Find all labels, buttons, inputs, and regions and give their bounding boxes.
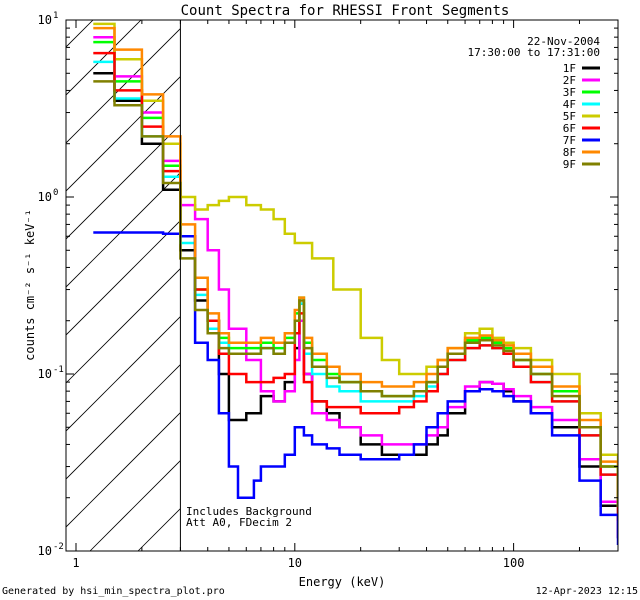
hatch-line <box>66 172 181 288</box>
footer-generated-by: Generated by hsi_min_spectra_plot.pro <box>2 586 225 597</box>
x-tick-label: 100 <box>503 556 525 570</box>
hatch-line <box>89 460 181 551</box>
date-label: 22-Nov-2004 <box>527 35 600 48</box>
hatch-line <box>66 268 181 384</box>
hatched-region <box>66 20 181 551</box>
hatch-line <box>66 124 181 240</box>
x-tick-label: 1 <box>72 556 79 570</box>
y-tick-label: 10 <box>38 544 52 558</box>
legend-label-2f: 2F <box>563 74 576 87</box>
series-line-2f <box>93 35 618 539</box>
y-tick-label: 10 <box>38 13 52 27</box>
y-tick-exponent: 0 <box>53 188 58 198</box>
x-tick-label: 10 <box>288 556 302 570</box>
x-axis-label: Energy (keV) <box>299 575 386 589</box>
hatch-line <box>66 28 181 144</box>
x-axis: 1 10 100 <box>72 20 619 570</box>
y-tick-exponent: -1 <box>53 365 64 375</box>
annotation-attenuator: Att A0, FDecim 2 <box>186 516 292 529</box>
time-range-label: 17:30:00 to 17:31:00 <box>468 46 600 59</box>
legend-label-5f: 5F <box>563 110 576 123</box>
plot-frame <box>65 19 619 552</box>
series-line-3f <box>93 40 618 508</box>
legend-label-6f: 6F <box>563 122 576 135</box>
series-line-6f <box>93 51 618 522</box>
series-line-9f <box>93 80 618 508</box>
hatch-line <box>66 412 181 528</box>
y-tick-label: 10 <box>38 367 52 381</box>
legend-label-8f: 8F <box>563 146 576 159</box>
series-line-8f <box>93 26 618 499</box>
y-axis-label: counts cm⁻² s⁻¹ keV⁻¹ <box>23 209 37 361</box>
hatch-line <box>66 316 181 432</box>
legend-label-9f: 9F <box>563 158 576 171</box>
series-line-7f <box>93 231 618 545</box>
series-lines <box>93 22 618 545</box>
y-tick-label: 10 <box>38 190 52 204</box>
hatch-line <box>66 20 142 96</box>
annotation-background: Includes Background <box>186 505 312 518</box>
hatch-line <box>66 364 181 480</box>
legend-label-3f: 3F <box>563 86 576 99</box>
series-line-5f <box>93 22 618 508</box>
hatch-line <box>66 220 181 336</box>
legend-label-1f: 1F <box>563 62 576 75</box>
legend-label-7f: 7F <box>563 134 576 147</box>
footer-timestamp: 12-Apr-2023 12:15 <box>536 586 638 597</box>
y-tick-exponent: 1 <box>53 11 58 21</box>
legend-label-4f: 4F <box>563 98 576 111</box>
chart-title: Count Spectra for RHESSI Front Segments <box>181 3 510 19</box>
y-tick-exponent: -2 <box>53 542 64 552</box>
